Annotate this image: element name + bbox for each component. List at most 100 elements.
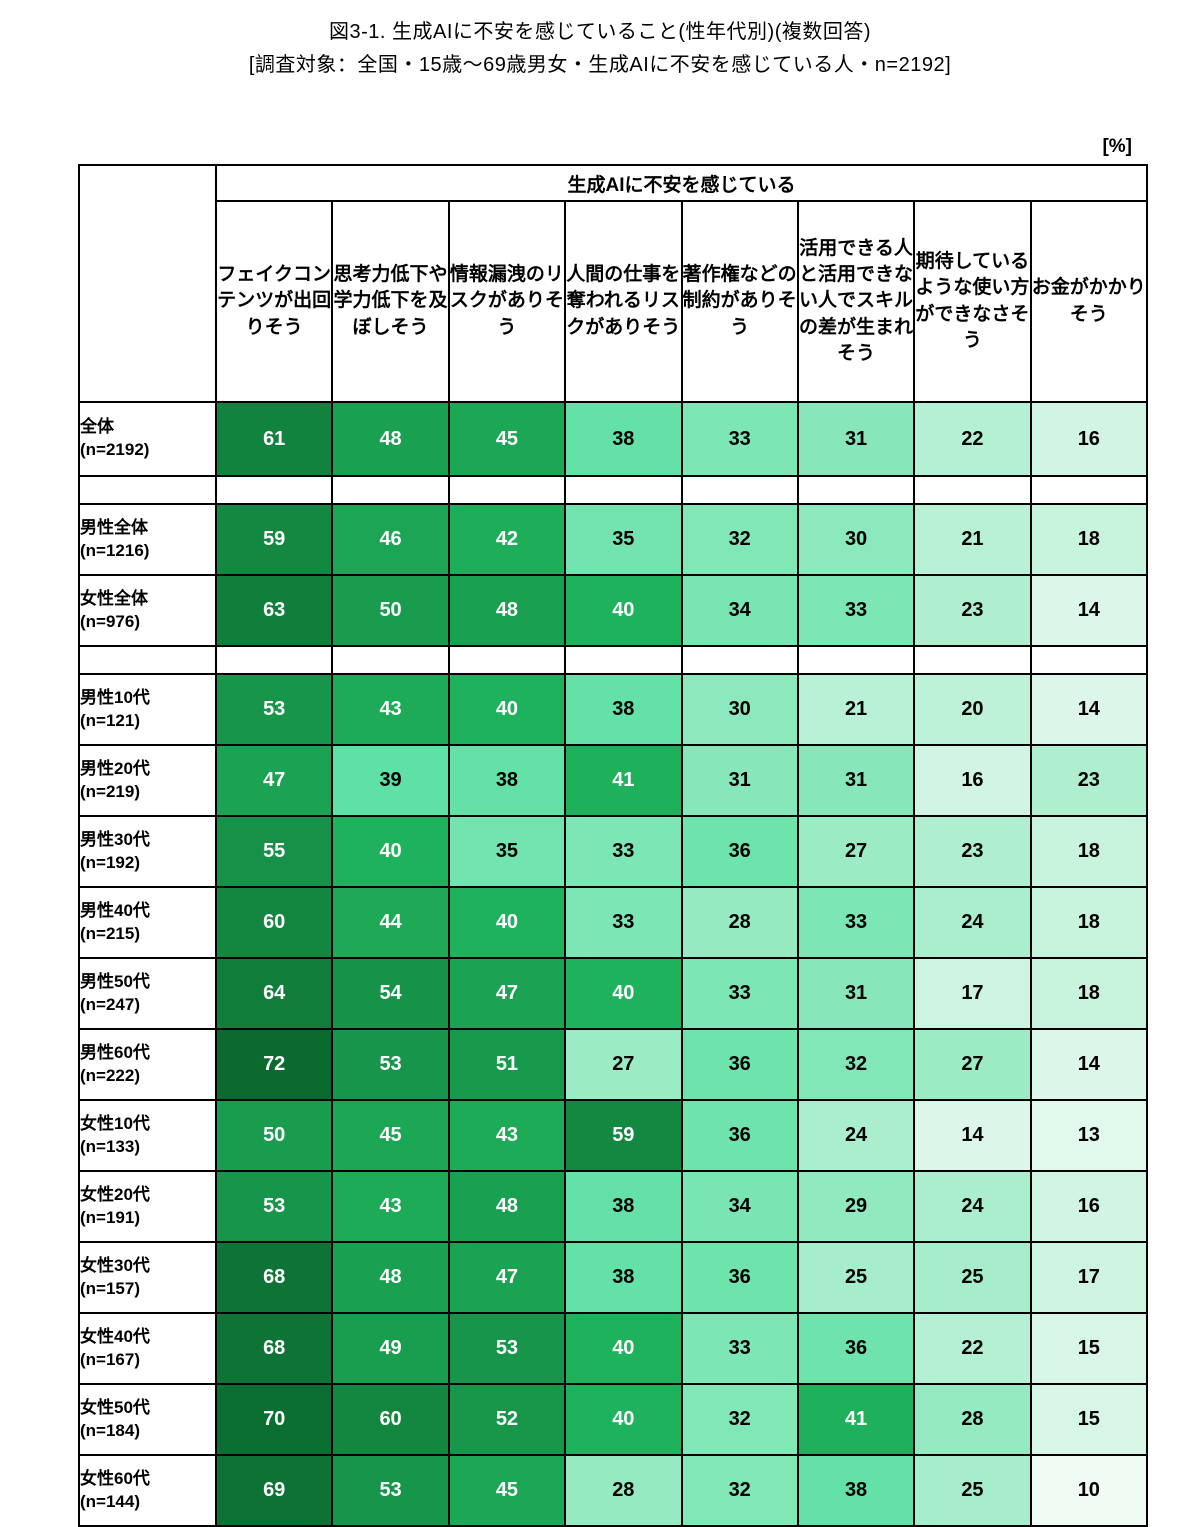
table-row: 男性30代 (n=192) 55 40 35 33 36 27 23 18 xyxy=(78,815,1149,888)
column-header-3: 情報漏洩のリスクがありそう xyxy=(447,200,567,403)
row-label: 女性60代 (n=144) xyxy=(78,1454,217,1527)
value-cell: 31 xyxy=(796,401,916,477)
value-cell: 41 xyxy=(796,1383,916,1456)
row-label-group: 男性全体 xyxy=(80,517,148,537)
row-label-n: (n=1216) xyxy=(80,540,150,560)
row-label-n: (n=184) xyxy=(80,1420,140,1440)
value-cell: 28 xyxy=(564,1454,683,1527)
value-cell: 42 xyxy=(447,503,567,576)
group-header: 生成AIに不安を感じている xyxy=(215,164,1148,202)
value-cell: 33 xyxy=(796,886,916,959)
row-label: 男性40代 (n=215) xyxy=(78,886,217,959)
row-label: 男性20代 (n=219) xyxy=(78,744,217,817)
value-cell: 31 xyxy=(680,744,799,817)
spacer-cell xyxy=(214,645,334,675)
column-header-row: フェイクコンテンツが出回りそう 思考力低下や学力低下を及ぼしそう 情報漏洩のリスクが… xyxy=(79,200,1149,403)
table-wrap: [%] 生成AIに不安を感じている フェイクコンテンツが出回りそう 思考力低下や学… xyxy=(78,136,1149,1527)
row-label-n: (n=121) xyxy=(80,710,140,730)
value-cell: 53 xyxy=(331,1454,450,1527)
value-cell: 52 xyxy=(447,1383,567,1456)
value-cell: 40 xyxy=(447,673,567,746)
spacer-cell xyxy=(796,645,916,675)
value-cell: 33 xyxy=(564,886,683,959)
value-cell: 45 xyxy=(447,401,567,477)
row-label: 女性20代 (n=191) xyxy=(78,1170,217,1243)
column-header-5: 著作権などの制約がありそう xyxy=(680,200,799,403)
row-label: 男性30代 (n=192) xyxy=(78,815,217,888)
value-cell: 14 xyxy=(1029,574,1149,647)
value-cell: 31 xyxy=(796,957,916,1030)
value-cell: 72 xyxy=(214,1028,334,1101)
value-cell: 36 xyxy=(680,1241,799,1314)
title-block: 図3-1. 生成AIに不安を感じていること(性年代別)(複数回答) [調査対象：… xyxy=(0,18,1200,80)
spacer-cell xyxy=(564,645,683,675)
row-label-n: (n=133) xyxy=(80,1136,140,1156)
row-label: 女性50代 (n=184) xyxy=(78,1383,217,1456)
value-cell: 38 xyxy=(564,673,683,746)
table-row: 女性20代 (n=191) 53 43 48 38 34 29 24 16 xyxy=(78,1170,1149,1243)
value-cell: 22 xyxy=(913,401,1032,477)
value-cell: 33 xyxy=(796,574,916,647)
value-cell: 36 xyxy=(680,815,799,888)
value-cell: 24 xyxy=(913,1170,1032,1243)
value-cell: 14 xyxy=(1029,673,1149,746)
spacer-cell xyxy=(680,475,799,505)
spacer-cell xyxy=(78,645,217,675)
value-cell: 17 xyxy=(913,957,1032,1030)
value-cell: 32 xyxy=(680,1383,799,1456)
value-cell: 48 xyxy=(447,574,567,647)
row-label: 男性60代 (n=222) xyxy=(78,1028,217,1101)
column-header-8: お金がかかりそう xyxy=(1029,200,1149,403)
value-cell: 46 xyxy=(331,503,450,576)
row-label: 女性10代 (n=133) xyxy=(78,1099,217,1172)
value-cell: 47 xyxy=(447,957,567,1030)
value-cell: 47 xyxy=(214,744,334,817)
value-cell: 59 xyxy=(214,503,334,576)
column-header-7: 期待しているような使い方ができなさそう xyxy=(913,200,1032,403)
value-cell: 14 xyxy=(913,1099,1032,1172)
value-cell: 60 xyxy=(331,1383,450,1456)
value-cell: 27 xyxy=(564,1028,683,1101)
value-cell: 59 xyxy=(564,1099,683,1172)
row-label-group: 女性60代 xyxy=(80,1468,150,1488)
value-cell: 55 xyxy=(214,815,334,888)
value-cell: 34 xyxy=(680,574,799,647)
row-label-group: 男性40代 xyxy=(80,900,150,920)
value-cell: 53 xyxy=(214,673,334,746)
row-label-group: 全体 xyxy=(80,417,114,437)
row-label-n: (n=157) xyxy=(80,1278,140,1298)
figure-title: 図3-1. 生成AIに不安を感じていること(性年代別)(複数回答) xyxy=(328,21,872,43)
value-cell: 35 xyxy=(564,503,683,576)
row-label-group: 女性40代 xyxy=(80,1326,150,1346)
value-cell: 32 xyxy=(796,1028,916,1101)
value-cell: 68 xyxy=(214,1312,334,1385)
table-row: 女性60代 (n=144) 69 53 45 28 32 38 25 10 xyxy=(78,1454,1149,1527)
value-cell: 60 xyxy=(214,886,334,959)
spacer-row xyxy=(78,475,1149,505)
value-cell: 61 xyxy=(214,401,334,477)
figure-subtitle: [調査対象：全国・15歳～69歳男女・生成AIに不安を感じている人・n=2192… xyxy=(248,54,952,76)
row-label: 全体 (n=2192) xyxy=(78,401,217,477)
value-cell: 40 xyxy=(447,886,567,959)
value-cell: 13 xyxy=(1029,1099,1149,1172)
value-cell: 14 xyxy=(1029,1028,1149,1101)
spacer-cell xyxy=(447,645,567,675)
row-label: 男性50代 (n=247) xyxy=(78,957,217,1030)
row-label-group: 男性10代 xyxy=(80,687,150,707)
table-row: 女性全体 (n=976) 63 50 48 40 34 33 23 14 xyxy=(78,574,1149,647)
value-cell: 36 xyxy=(680,1099,799,1172)
value-cell: 23 xyxy=(1029,744,1149,817)
value-cell: 33 xyxy=(680,401,799,477)
value-cell: 38 xyxy=(564,401,683,477)
value-cell: 48 xyxy=(447,1170,567,1243)
value-cell: 32 xyxy=(680,1454,799,1527)
row-label-n: (n=2192) xyxy=(80,440,150,459)
value-cell: 40 xyxy=(564,957,683,1030)
spacer-cell xyxy=(913,645,1032,675)
value-cell: 45 xyxy=(331,1099,450,1172)
heatmap-table: 生成AIに不安を感じている フェイクコンテンツが出回りそう 思考力低下や学力低下を… xyxy=(78,164,1149,1527)
row-label: 男性全体 (n=1216) xyxy=(78,503,217,576)
spacer-cell xyxy=(1029,645,1149,675)
spacer-row xyxy=(78,645,1149,675)
value-cell: 10 xyxy=(1029,1454,1149,1527)
